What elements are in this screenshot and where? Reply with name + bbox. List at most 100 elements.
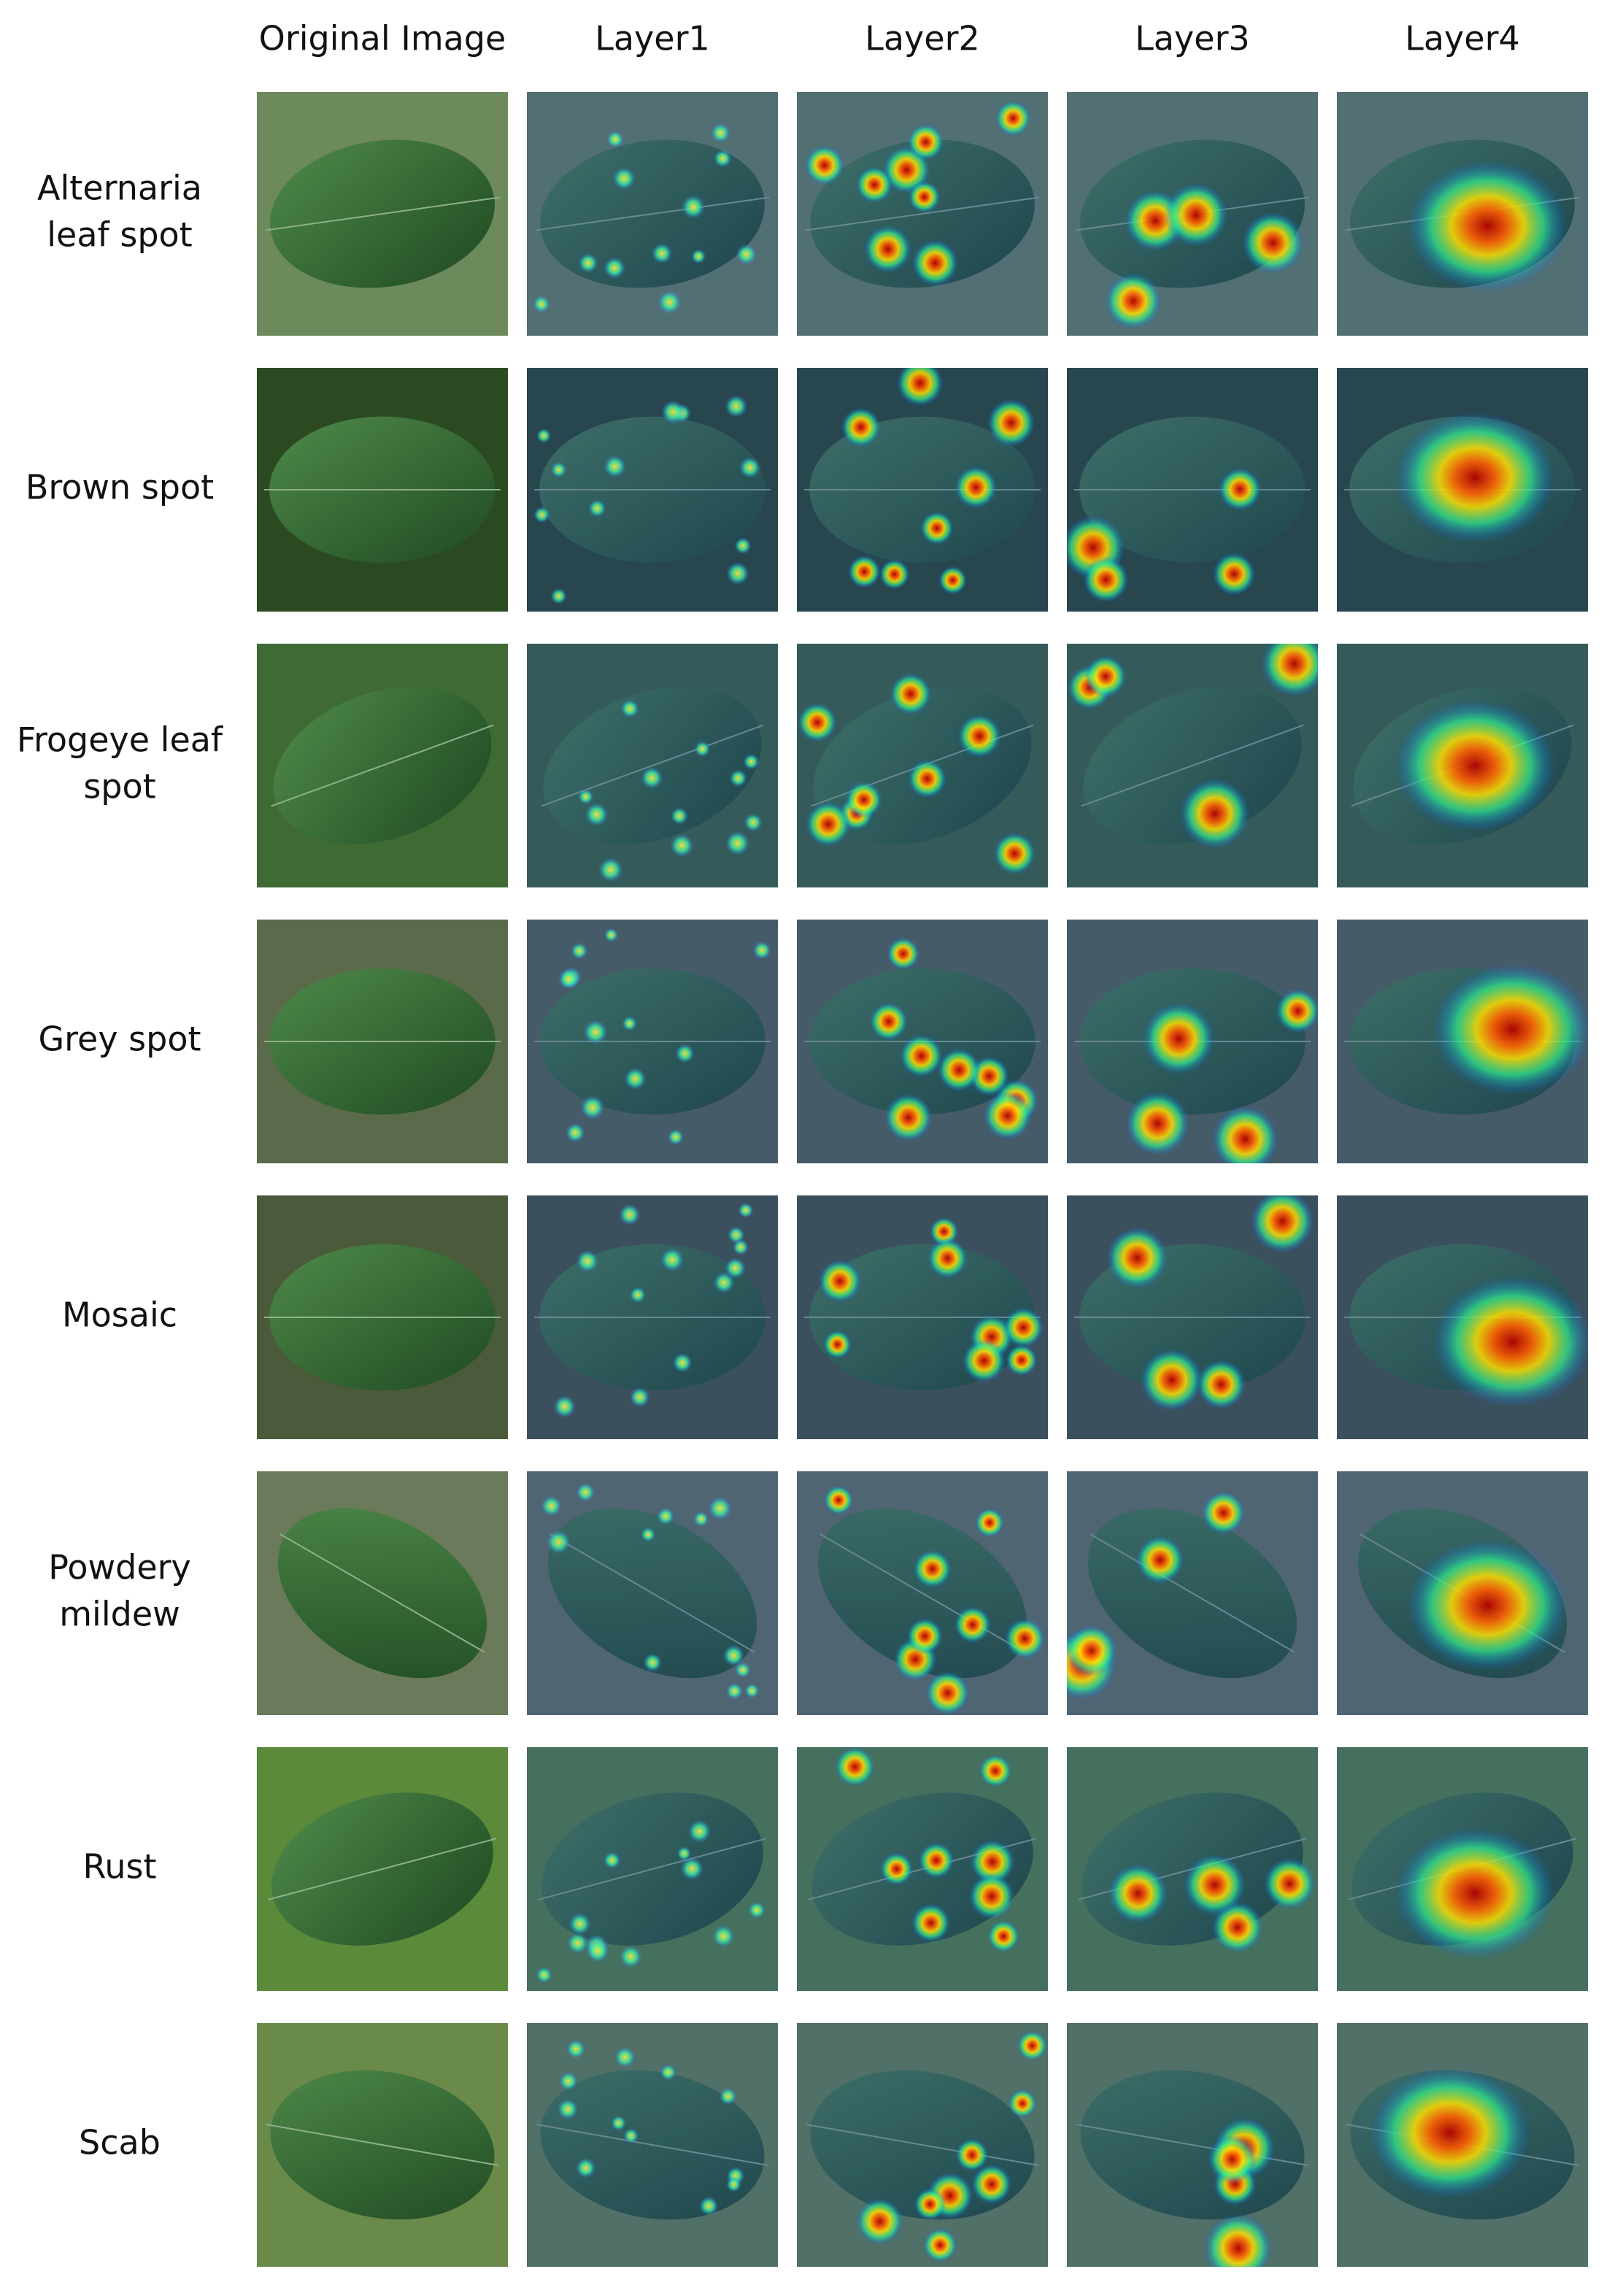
tile-content bbox=[1067, 1471, 1318, 1715]
heat-blob bbox=[914, 2188, 946, 2221]
image-tile bbox=[1067, 368, 1318, 612]
image-tile bbox=[257, 1747, 508, 1991]
heat-blob bbox=[1395, 700, 1556, 831]
image-tile bbox=[1337, 1471, 1588, 1715]
row-label: leaf spot bbox=[47, 215, 192, 255]
heat-blob bbox=[922, 2227, 957, 2262]
heat-blob bbox=[725, 1682, 743, 1700]
heat-blob bbox=[576, 1249, 599, 1273]
heat-blob bbox=[536, 428, 552, 444]
heatmap-tint bbox=[1067, 2023, 1318, 2267]
image-tile bbox=[1337, 2023, 1588, 2267]
image-tile bbox=[527, 368, 778, 612]
heat-blob bbox=[693, 1511, 709, 1527]
heat-blob bbox=[1140, 1348, 1203, 1411]
image-tile bbox=[257, 92, 508, 336]
heat-blob bbox=[968, 1873, 1015, 1919]
heat-blob bbox=[578, 253, 598, 273]
image-tile bbox=[1337, 920, 1588, 1163]
heat-blob bbox=[743, 753, 760, 770]
heat-blob bbox=[713, 149, 732, 168]
tile-content bbox=[527, 2023, 778, 2267]
heat-blob bbox=[713, 1271, 735, 1293]
heat-blob bbox=[614, 2046, 636, 2068]
column-header: Original Image bbox=[259, 19, 506, 58]
heat-blob bbox=[993, 832, 1036, 875]
tile-content bbox=[527, 920, 778, 1163]
heat-blob bbox=[979, 1754, 1012, 1788]
heat-blob bbox=[630, 1387, 650, 1408]
heat-blob bbox=[598, 857, 623, 882]
heat-blob bbox=[1407, 1539, 1568, 1671]
heat-blob bbox=[680, 1857, 704, 1881]
heat-blob bbox=[856, 2197, 903, 2245]
row-label: spot bbox=[83, 767, 155, 806]
tile-content bbox=[797, 1747, 1048, 1991]
heat-blob bbox=[732, 1238, 749, 1255]
heat-blob bbox=[675, 1044, 695, 1063]
heat-blob bbox=[722, 1644, 745, 1667]
heat-blob bbox=[955, 466, 998, 509]
row-label: Rust bbox=[82, 1847, 156, 1887]
heat-blob bbox=[576, 1482, 595, 1502]
heat-blob bbox=[550, 588, 567, 605]
tile-content bbox=[257, 368, 508, 612]
image-tile bbox=[257, 1471, 508, 1715]
heat-blob bbox=[620, 699, 639, 718]
heat-blob bbox=[585, 802, 609, 826]
heat-blob bbox=[568, 1913, 591, 1935]
heat-blob bbox=[1250, 1195, 1314, 1254]
leaf-vein bbox=[1081, 724, 1304, 807]
heat-blob bbox=[887, 937, 920, 971]
heat-blob bbox=[823, 1485, 854, 1515]
image-tile bbox=[797, 368, 1048, 612]
heat-blob bbox=[1067, 1625, 1118, 1677]
leaf-vein bbox=[265, 196, 500, 231]
row-label: Alternaria bbox=[37, 169, 202, 208]
heat-blob bbox=[1432, 963, 1588, 1095]
tile-content bbox=[257, 92, 508, 336]
heat-blob bbox=[804, 145, 845, 185]
heat-blob bbox=[927, 1238, 968, 1279]
image-tile bbox=[1067, 1747, 1318, 1991]
image-tile bbox=[797, 2023, 1048, 2267]
heat-blob bbox=[629, 1287, 646, 1303]
heat-blob bbox=[536, 1966, 552, 1984]
heat-blob bbox=[744, 813, 763, 832]
heat-blob bbox=[566, 2039, 586, 2059]
tile-content bbox=[527, 92, 778, 336]
image-tile bbox=[1337, 1195, 1588, 1439]
column-header: Layer1 bbox=[595, 19, 710, 58]
tile-content bbox=[527, 1195, 778, 1439]
heat-blob bbox=[971, 2164, 1012, 2205]
tile-content bbox=[797, 1471, 1048, 1715]
image-tile bbox=[257, 920, 508, 1163]
heat-blob bbox=[1106, 1227, 1168, 1289]
leaf-vein bbox=[541, 724, 764, 807]
heat-blob bbox=[855, 166, 893, 204]
heat-blob bbox=[1017, 2030, 1048, 2061]
tile-content bbox=[257, 2023, 508, 2267]
leaf-vein bbox=[806, 2123, 1039, 2167]
row-label: Grey spot bbox=[38, 1020, 201, 1059]
heat-blob bbox=[879, 559, 910, 590]
heat-blob bbox=[699, 2196, 719, 2216]
heat-blob bbox=[725, 561, 749, 585]
column-header: Layer2 bbox=[865, 19, 980, 58]
heat-blob bbox=[1082, 556, 1130, 603]
image-tile bbox=[1067, 1195, 1318, 1439]
tile-content bbox=[257, 920, 508, 1163]
heat-blob bbox=[612, 166, 636, 190]
heatmap-tint bbox=[527, 920, 778, 1163]
heat-blob bbox=[578, 789, 594, 805]
heat-blob bbox=[847, 555, 881, 588]
heat-blob bbox=[672, 1352, 693, 1373]
heat-blob bbox=[1261, 644, 1318, 697]
tile-content bbox=[257, 1195, 508, 1439]
heatmap-tint bbox=[527, 1747, 778, 1991]
leaf-vein bbox=[549, 1533, 755, 1653]
heat-blob bbox=[712, 1925, 735, 1948]
tile-content bbox=[797, 368, 1048, 612]
heat-blob bbox=[1201, 1490, 1246, 1535]
heat-blob bbox=[726, 2176, 742, 2192]
